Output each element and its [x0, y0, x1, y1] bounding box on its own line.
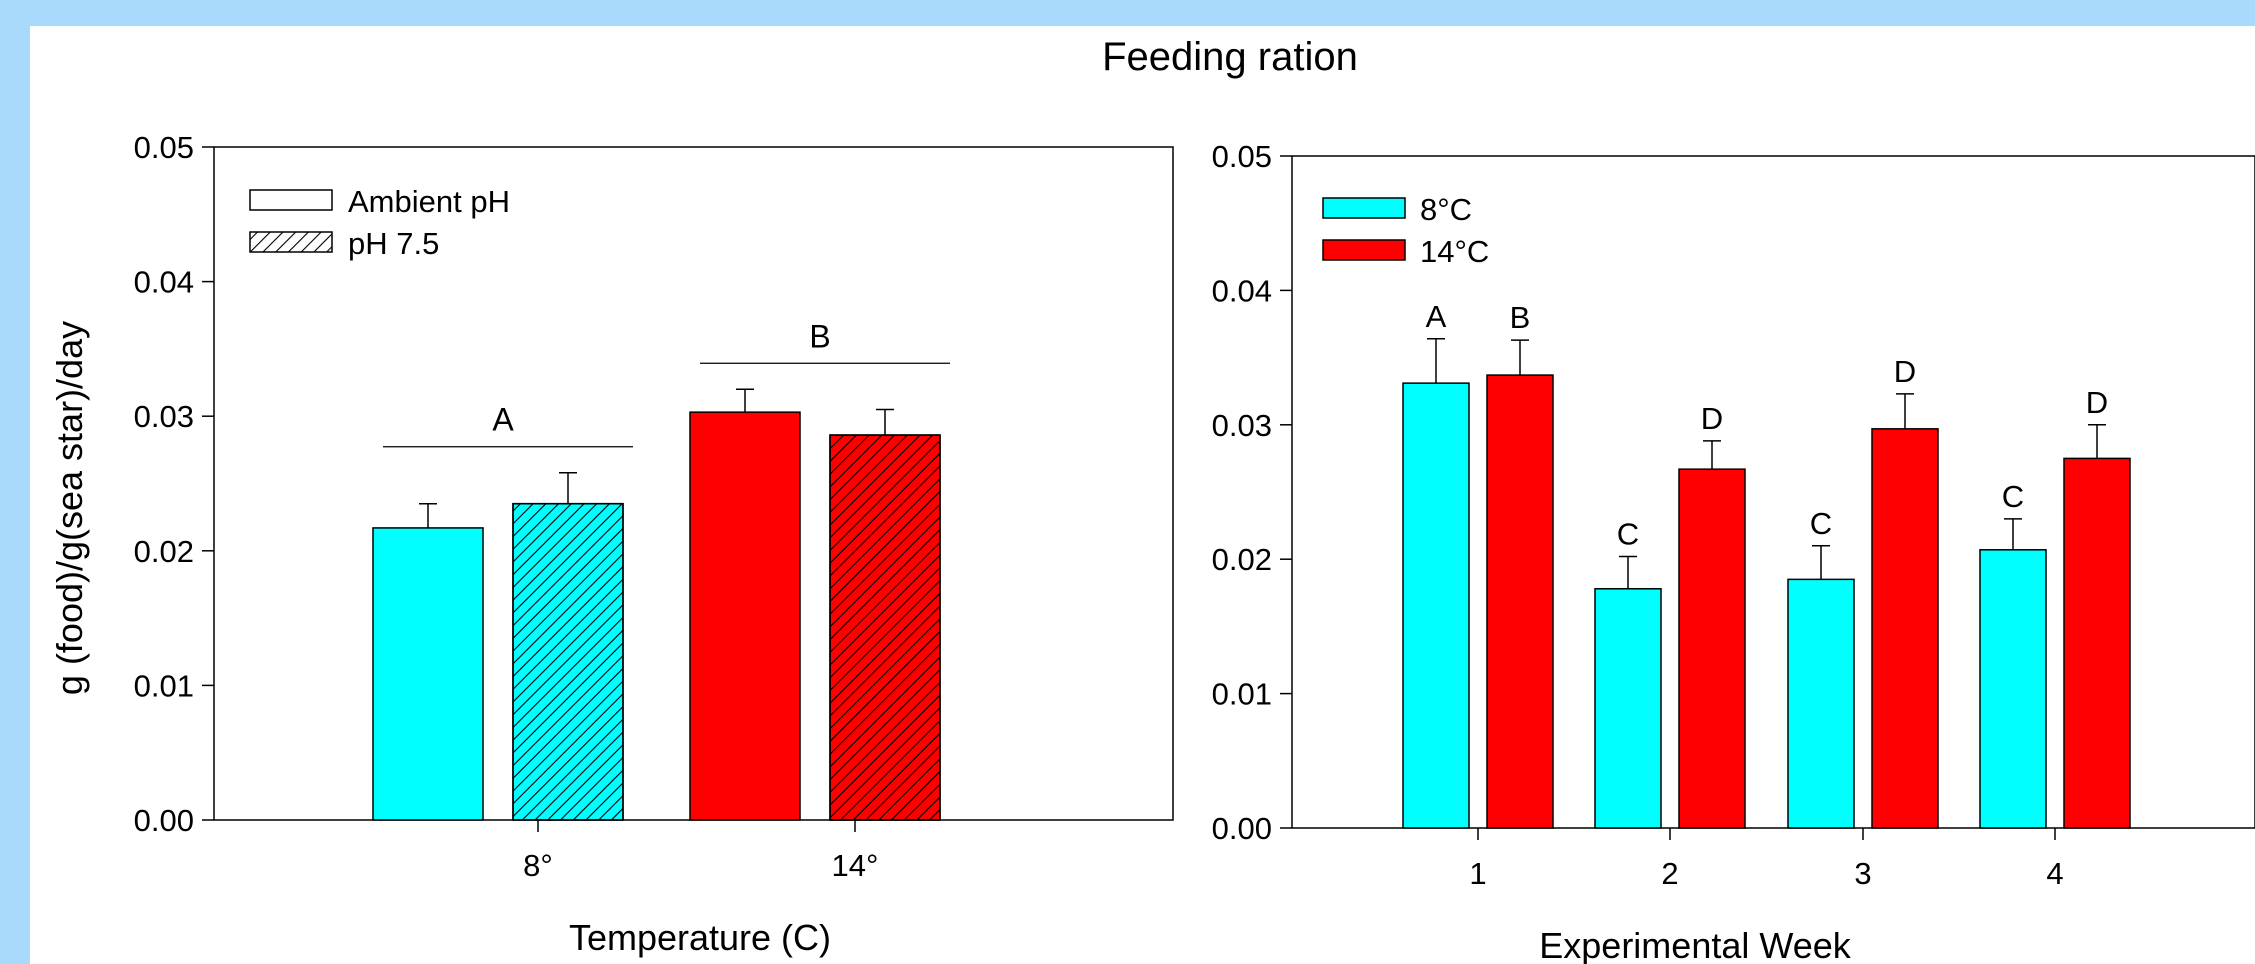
right-x-tick-label: 2 [1661, 856, 1678, 891]
left-y-tick-label: 0.01 [134, 668, 194, 703]
left-bar-ph-7-5-hatching [829, 434, 941, 821]
figure-canvas: Feeding ration 0.00 0.01 0.02 0.03 0.04 0.05 8… [49, 35, 2255, 964]
left-x-tick-label: 8° [523, 848, 553, 883]
right-legend: 8°C 14°C [1322, 192, 1489, 269]
left-y-tick-label: 0.03 [134, 399, 194, 434]
left-significance-letter: B [809, 318, 830, 354]
right-significance-letter: A [1426, 299, 1447, 334]
right-bar-14c [1871, 428, 1939, 829]
figure-title: Feeding ration [1102, 35, 1358, 79]
legend-swatch-ph-7-5 [249, 231, 333, 253]
left-y-tick-label: 0.02 [134, 534, 194, 569]
left-x-tick-label: 14° [832, 848, 879, 883]
right-significance-letter: C [1810, 506, 1832, 541]
right-bar-14c [2063, 457, 2131, 829]
right-bar-8c [1979, 549, 2047, 829]
left-x-axis-label: Temperature (C) [569, 917, 831, 958]
right-significance-letter: C [2002, 479, 2024, 514]
right-y-tick-label: 0.00 [1212, 811, 1272, 846]
legend-swatch-ambient-ph [249, 189, 333, 211]
left-y-axis-label: g (food)/g(sea star)/day [49, 321, 90, 695]
left-significance-letter: A [492, 402, 514, 438]
left-bar-ambient-ph [372, 527, 484, 821]
legend-label-8c: 8°C [1420, 192, 1472, 227]
right-y-tick-label: 0.03 [1212, 408, 1272, 443]
right-significance-letter: B [1510, 300, 1531, 335]
right-plot-frame [1291, 155, 2255, 829]
left-y-tick-label: 0.04 [134, 265, 194, 300]
legend-swatch-8c [1322, 197, 1406, 219]
right-x-tick-label: 1 [1469, 856, 1486, 891]
figure-panel: Feeding ration 0.00 0.01 0.02 0.03 0.04 0.05 8… [30, 26, 2255, 964]
right-significance-letter: C [1617, 517, 1639, 552]
left-bar-ph-7-5-hatching [512, 502, 624, 821]
left-y-tick-label: 0.05 [134, 130, 194, 165]
right-bar-14c [1486, 374, 1554, 829]
legend-label-ambient-ph: Ambient pH [348, 184, 510, 219]
legend-swatch-14c [1322, 239, 1406, 261]
right-x-tick-label: 4 [2046, 856, 2063, 891]
chart-right: 0.00 0.01 0.02 0.03 0.04 0.05 1 A B 2 C D 3 C D 4 C D Exp… [1212, 139, 2255, 964]
legend-label-14c: 14°C [1420, 234, 1489, 269]
right-significance-letter: D [2086, 385, 2108, 420]
right-significance-letter: D [1701, 401, 1723, 436]
legend-label-ph-7-5: pH 7.5 [348, 226, 439, 261]
left-legend: Ambient pH pH 7.5 [249, 184, 510, 261]
left-y-tick-label: 0.00 [134, 803, 194, 838]
right-significance-letter: D [1894, 354, 1916, 389]
right-bar-8c [1787, 578, 1855, 829]
right-bar-14c [1678, 468, 1746, 829]
right-y-tick-label: 0.04 [1212, 273, 1272, 308]
right-y-tick-label: 0.02 [1212, 542, 1272, 577]
right-x-axis-label: Experimental Week [1539, 925, 1851, 964]
right-y-tick-label: 0.05 [1212, 139, 1272, 174]
chart-left: 0.00 0.01 0.02 0.03 0.04 0.05 8° A 14° B Temperat… [49, 130, 1174, 958]
right-bar-8c [1594, 588, 1662, 829]
right-y-tick-label: 0.01 [1212, 677, 1272, 712]
right-x-tick-label: 3 [1854, 856, 1871, 891]
left-bar-ambient-ph [689, 411, 801, 821]
right-bar-8c [1402, 382, 1470, 829]
